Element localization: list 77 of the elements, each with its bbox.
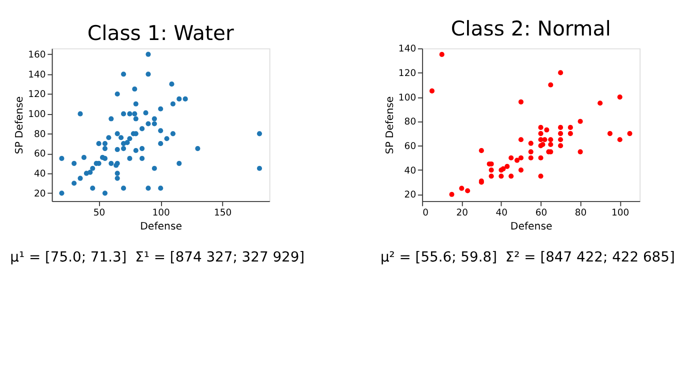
y-tick-label: 160 — [28, 50, 46, 61]
point — [617, 94, 622, 100]
point — [518, 137, 524, 142]
y-axis-title: SP Defense — [14, 96, 26, 154]
x-tick-label: 150 — [214, 207, 232, 218]
point — [558, 143, 564, 148]
point — [478, 148, 484, 154]
point — [459, 186, 464, 191]
x-tick-label: 20 — [456, 207, 468, 218]
point — [607, 131, 613, 136]
text: μ¹ = [75.0; 71.3] — [10, 249, 127, 266]
point — [578, 149, 583, 154]
point — [538, 124, 544, 130]
y-tick-label: 20 — [34, 188, 46, 200]
chart-title: Class 2: Normal — [450, 16, 611, 40]
point — [558, 70, 564, 76]
point — [538, 131, 544, 136]
text: Σ¹ = [874 327; 327 929] — [135, 249, 305, 266]
y-tick-label: 140 — [398, 44, 416, 55]
point — [518, 168, 524, 173]
point — [429, 88, 435, 94]
point — [548, 142, 554, 148]
y-tick-label: 100 — [28, 109, 46, 120]
point — [538, 155, 544, 160]
y-tick-label: 60 — [404, 140, 416, 152]
point — [617, 137, 622, 142]
point — [518, 155, 524, 160]
point — [558, 131, 564, 136]
x-tick-label: 40 — [496, 207, 508, 218]
x-tick-label: 0 — [422, 207, 429, 218]
y-tick-label: 60 — [34, 148, 46, 160]
point — [449, 192, 454, 197]
point — [488, 168, 494, 173]
point — [518, 99, 524, 104]
point — [488, 174, 494, 179]
point — [627, 131, 632, 136]
y-tick-label: 120 — [398, 68, 416, 79]
point — [508, 155, 514, 160]
point — [498, 174, 504, 179]
y-tick-label: 20 — [404, 190, 416, 201]
point — [558, 137, 564, 142]
point — [465, 188, 470, 194]
y-tick-label: 80 — [34, 128, 46, 140]
x-tick-label: 100 — [612, 207, 630, 218]
y-tick-label: 140 — [28, 69, 46, 80]
text: Σ² = [847 422; 422 685] — [505, 249, 675, 266]
y-tick-label: 100 — [398, 92, 416, 104]
x-tick-label: 60 — [535, 207, 548, 218]
point — [514, 158, 520, 163]
point — [568, 131, 573, 136]
x-tick-label: 80 — [574, 207, 587, 218]
y-tick-label: 80 — [404, 116, 416, 128]
point — [528, 149, 534, 154]
x-tick-label: 100 — [152, 207, 170, 218]
point — [548, 137, 554, 142]
point — [439, 52, 444, 57]
point — [578, 118, 583, 124]
y-tick-label: 120 — [28, 89, 46, 100]
y-axis-title: SP Defense — [384, 96, 396, 154]
point — [508, 174, 514, 179]
point — [544, 127, 550, 132]
point — [548, 82, 554, 88]
x-axis-title: Defense — [510, 221, 552, 232]
chart-title: Class 1: Water — [87, 21, 234, 46]
point — [528, 155, 534, 160]
point — [528, 140, 534, 146]
text: μ² = [55.6; 59.8] — [380, 249, 497, 266]
point — [538, 174, 544, 179]
point — [568, 124, 573, 130]
x-axis-title: Defense — [140, 221, 182, 232]
point — [542, 137, 548, 142]
x-tick-label: 50 — [93, 207, 106, 218]
point — [504, 164, 510, 169]
point — [558, 124, 564, 130]
y-tick-label: 40 — [404, 165, 416, 176]
y-tick-label: 40 — [34, 168, 46, 180]
point — [598, 100, 603, 106]
